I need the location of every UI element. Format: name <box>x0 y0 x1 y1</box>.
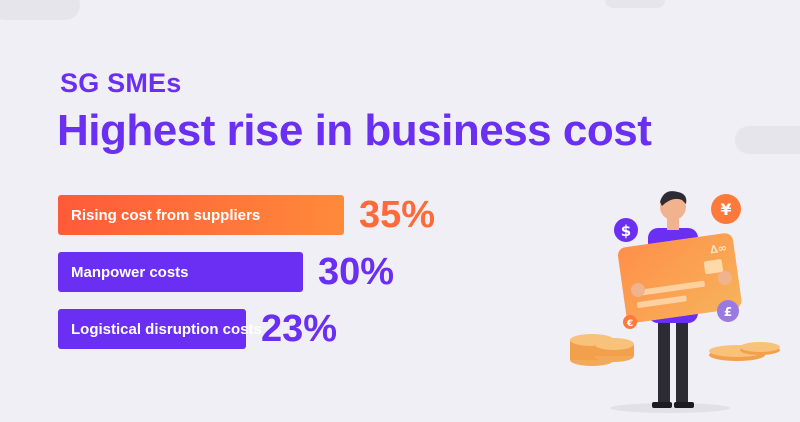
yen-coin-icon: ¥ <box>711 194 741 224</box>
euro-coin-icon: € <box>623 315 637 329</box>
cloud-decoration <box>0 0 80 20</box>
bar-value-label-3: 23% <box>261 308 338 350</box>
bar-value-label-1: 35% <box>359 194 436 236</box>
illustration: ∆∞ $ ¥ € £ <box>560 180 800 417</box>
cloud-decoration <box>735 126 800 154</box>
chart-subtitle: SG SMEs <box>60 68 182 98</box>
bar-2: Manpower costs <box>58 252 303 292</box>
pound-coin-icon: £ <box>717 300 739 322</box>
svg-text:£: £ <box>724 305 732 319</box>
bar-3: Logistical disruption costs <box>58 309 262 349</box>
chart-title: Highest rise in business cost <box>57 106 652 155</box>
credit-card-icon: ∆∞ <box>618 233 742 323</box>
svg-text:€: € <box>626 319 633 329</box>
bar-value-label-2: 30% <box>318 251 395 293</box>
svg-text:¥: ¥ <box>720 200 731 219</box>
svg-text:∆∞: ∆∞ <box>709 241 727 256</box>
person-with-card-illustration: ∆∞ $ ¥ € £ <box>570 191 780 413</box>
bar-1: Rising cost from suppliers <box>58 195 344 235</box>
cloud-decoration <box>605 0 665 8</box>
dollar-coin-icon: $ <box>614 218 638 242</box>
svg-text:$: $ <box>621 222 631 240</box>
coin-stack-icon <box>570 334 780 366</box>
